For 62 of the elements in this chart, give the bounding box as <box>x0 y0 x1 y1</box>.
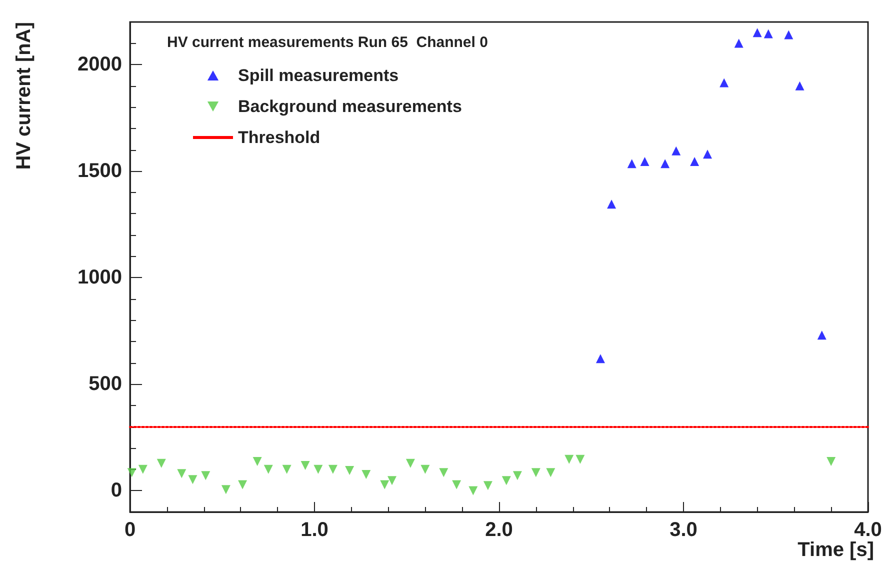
point <box>720 78 729 88</box>
x-tick-label: 4.0 <box>854 519 882 541</box>
point <box>502 476 511 486</box>
point <box>672 146 681 156</box>
point <box>156 458 166 468</box>
point <box>640 157 650 166</box>
legend-title: HV current measurements Run 65 Channel 0 <box>167 34 488 51</box>
point <box>596 354 605 364</box>
y-tick-label: 2000 <box>78 54 122 76</box>
point <box>702 150 712 159</box>
y-tick-label: 500 <box>88 373 122 396</box>
point <box>627 159 636 168</box>
x-tick-label: 1.0 <box>300 519 328 541</box>
point <box>362 470 371 480</box>
point <box>127 468 136 478</box>
point <box>764 29 773 38</box>
point <box>690 157 700 166</box>
point <box>452 480 462 490</box>
point <box>380 480 390 490</box>
point <box>576 454 585 464</box>
legend-label: Threshold <box>238 128 320 147</box>
point <box>314 464 323 474</box>
point <box>784 30 794 40</box>
point <box>264 464 273 474</box>
point <box>817 330 826 340</box>
point <box>826 457 836 466</box>
point <box>734 38 744 48</box>
point <box>201 471 210 480</box>
point <box>483 481 492 490</box>
point <box>439 468 448 478</box>
point <box>564 454 574 464</box>
point <box>221 485 230 494</box>
point <box>387 476 396 486</box>
point <box>238 480 248 490</box>
point <box>252 457 262 466</box>
point <box>282 464 292 474</box>
point <box>188 475 198 484</box>
point <box>512 471 522 480</box>
y-tick-label: 1000 <box>78 266 122 289</box>
y-tick-label: 0 <box>110 480 122 502</box>
point <box>795 81 804 90</box>
x-tick-label: 2.0 <box>485 519 513 541</box>
point <box>546 468 556 478</box>
point <box>406 458 415 468</box>
point <box>328 464 338 474</box>
x-axis-title: Time [s] <box>798 539 874 561</box>
legend-label: Spill measurements <box>238 66 399 85</box>
y-axis-title: HV current [nA] <box>13 22 35 170</box>
point <box>752 28 762 38</box>
point <box>468 486 478 496</box>
y-tick-label: 1500 <box>78 160 122 182</box>
x-tick-label: 3.0 <box>670 519 698 541</box>
point <box>531 468 540 478</box>
point <box>345 466 354 475</box>
point <box>138 464 148 474</box>
point <box>607 200 616 209</box>
point <box>177 469 186 478</box>
point <box>300 461 310 470</box>
x-tick-label: 0 <box>124 519 136 541</box>
point <box>660 159 670 168</box>
legend-label: Background measurements <box>238 97 462 116</box>
point <box>420 464 430 474</box>
